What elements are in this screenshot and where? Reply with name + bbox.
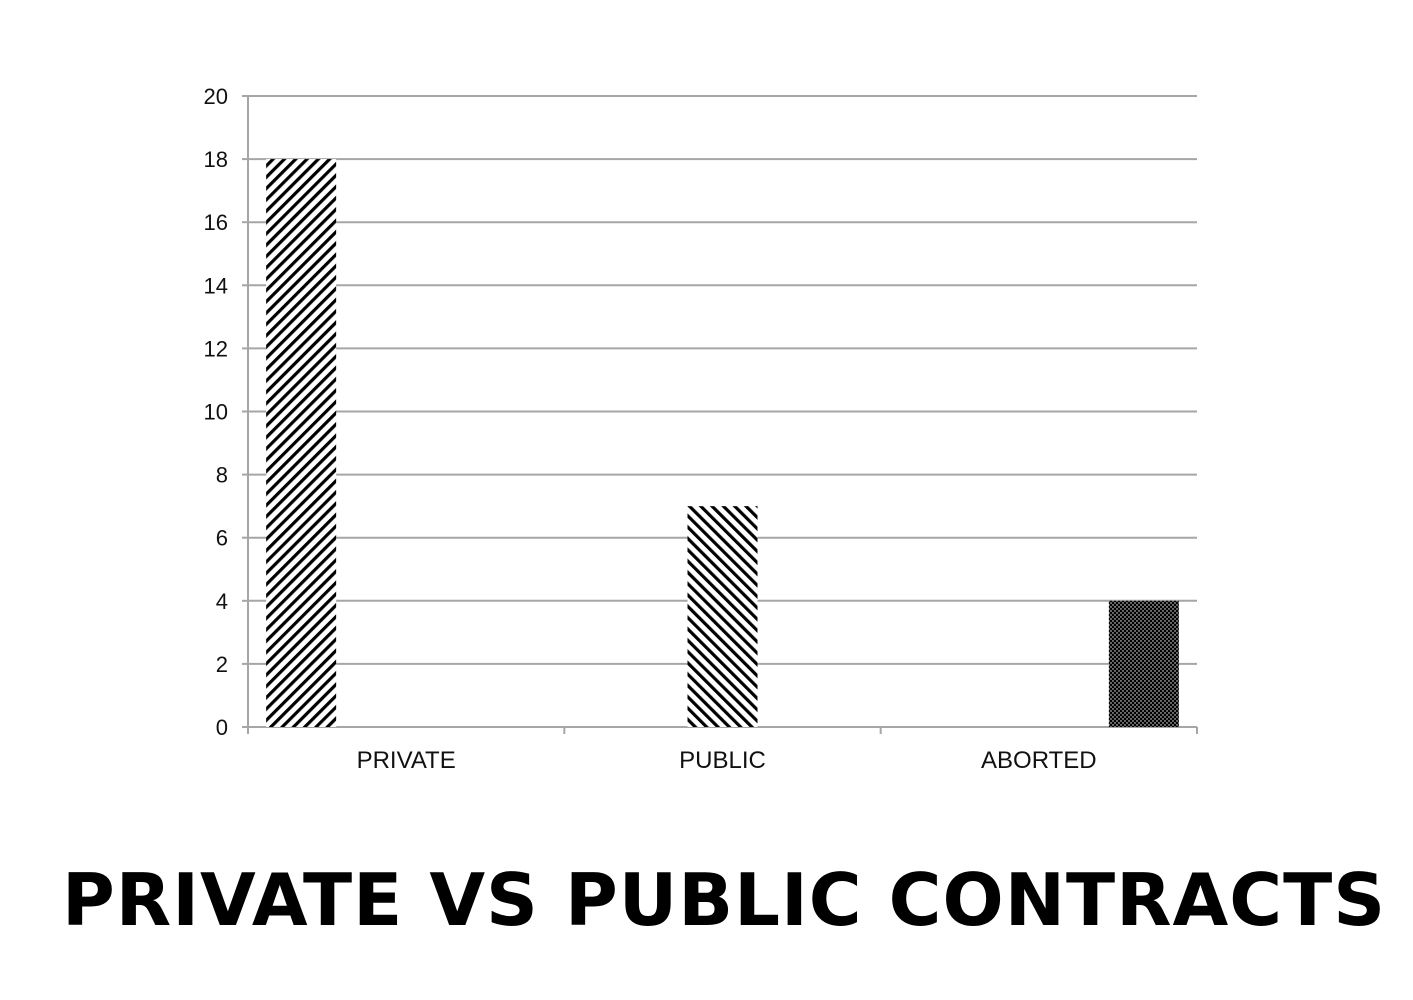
bar-chart: 0 2 4 6 8 10 12 14 16 18 20 PRIVATE PUBLIC ABORTED xyxy=(204,84,1198,774)
x-axis-category-labels: PRIVATE PUBLIC ABORTED xyxy=(357,747,1097,774)
y-axis-tick-labels: 0 2 4 6 8 10 12 14 16 18 20 xyxy=(204,84,228,740)
y-tick-label: 0 xyxy=(216,715,228,740)
bar-aborted xyxy=(1108,600,1179,727)
y-tick-label: 10 xyxy=(204,400,228,425)
x-category-label: PRIVATE xyxy=(357,747,456,774)
y-tick-label: 8 xyxy=(216,463,228,488)
y-tick-label: 4 xyxy=(216,589,228,614)
bar-public xyxy=(687,506,758,727)
bars xyxy=(266,159,1179,728)
y-tick-label: 14 xyxy=(204,273,228,298)
y-tick-label: 12 xyxy=(204,336,228,361)
bar-private xyxy=(266,159,337,728)
y-tick-label: 6 xyxy=(216,526,228,551)
y-tick-label: 16 xyxy=(204,210,228,235)
y-tick-label: 2 xyxy=(216,652,228,677)
x-category-label: PUBLIC xyxy=(679,747,766,774)
chart-canvas: 0 2 4 6 8 10 12 14 16 18 20 PRIVATE PUBLIC ABORTED xyxy=(204,84,1198,774)
y-tick-label: 20 xyxy=(204,84,228,109)
gridlines xyxy=(248,95,1197,665)
y-tick-label: 18 xyxy=(204,147,228,172)
x-category-label: ABORTED xyxy=(981,747,1097,774)
page-title: PRIVATE VS PUBLIC CONTRACTS xyxy=(62,858,1387,942)
